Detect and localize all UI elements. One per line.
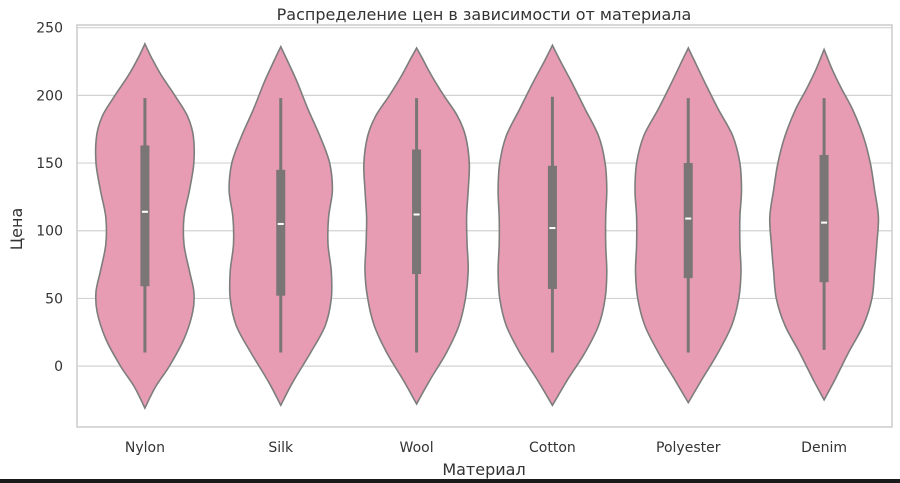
- y-tick-labels: 0 50 100 150 200 250: [36, 21, 63, 375]
- bottom-border: [0, 479, 900, 483]
- x-tick-label-nylon: Nylon: [125, 440, 165, 456]
- y-tick-label-50: 50: [45, 291, 63, 307]
- grid-lines: [77, 27, 892, 367]
- violin-box-nylon: [140, 145, 150, 287]
- x-tick-label-wool: Wool: [400, 440, 434, 456]
- y-tick-label-150: 150: [36, 156, 63, 172]
- violin-silk: [228, 44, 334, 408]
- violin-polyester: [634, 46, 743, 405]
- violin-wool: [362, 46, 471, 406]
- violin-box-polyester: [683, 163, 693, 279]
- violin-box-denim: [819, 154, 829, 283]
- violin-box-silk: [276, 169, 286, 296]
- violin-nylon: [94, 42, 196, 410]
- violins: [94, 42, 880, 410]
- x-tick-label-denim: Denim: [801, 440, 847, 456]
- x-tick-label-polyester: Polyester: [656, 440, 721, 456]
- plot-frame: [76, 24, 893, 428]
- x-tick-label-cotton: Cotton: [529, 440, 576, 456]
- y-tick-label-0: 0: [54, 359, 63, 375]
- violin-cotton: [497, 43, 608, 407]
- x-tick-labels: Nylon Silk Wool Cotton Polyester Denim: [125, 440, 847, 456]
- x-axis-label: Материал: [442, 460, 525, 479]
- y-tick-label-100: 100: [36, 224, 63, 240]
- violin-box-wool: [412, 149, 422, 275]
- y-tick-label-200: 200: [36, 88, 63, 104]
- y-tick-label-250: 250: [36, 21, 63, 37]
- x-tick-label-silk: Silk: [268, 440, 294, 456]
- y-axis-label: Цена: [7, 208, 26, 251]
- chart-title: Распределение цен в зависимости от матер…: [277, 5, 692, 24]
- violin-denim: [768, 47, 880, 402]
